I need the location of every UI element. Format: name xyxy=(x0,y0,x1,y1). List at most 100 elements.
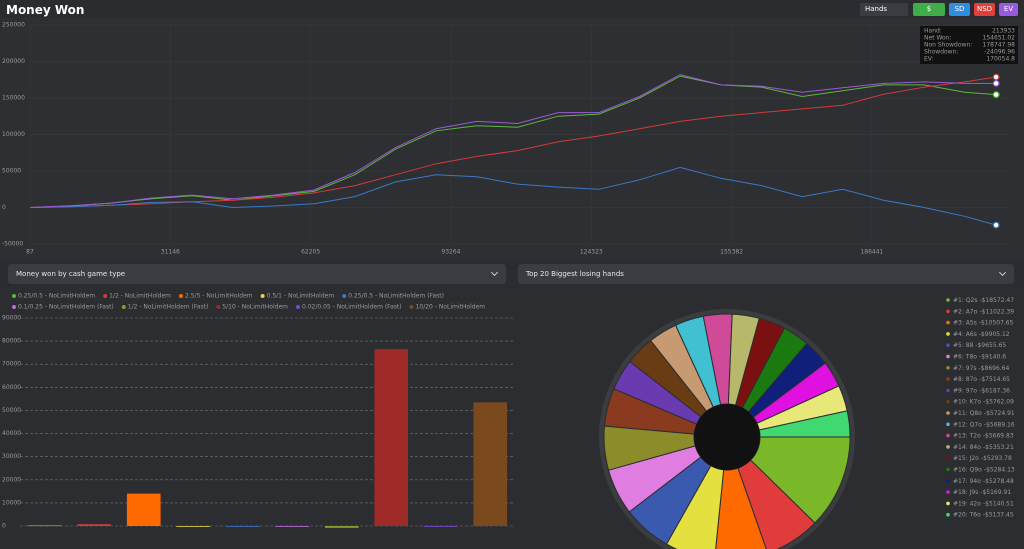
pie-dropdown[interactable]: Top 20 Biggest losing hands xyxy=(518,264,1014,284)
legend-value: -$10507.65 xyxy=(979,319,1014,326)
legend-value: -$7514.65 xyxy=(979,376,1010,383)
legend-dot xyxy=(12,294,16,298)
end-marker xyxy=(992,221,1000,229)
series-line xyxy=(29,74,997,208)
tooltip xyxy=(920,26,1018,64)
legend-label: #5: 88 -$9655.65 xyxy=(953,342,1006,349)
legend-label: 0.1/0.25 - NoLimitHoldem (Fast) xyxy=(18,304,114,311)
end-marker xyxy=(992,79,1000,87)
bar xyxy=(473,402,508,526)
legend-category: #19: 42o xyxy=(953,500,981,507)
legend-dot xyxy=(946,354,950,359)
tooltip-label: Net Won: xyxy=(924,35,952,42)
legend-category: #8: 87o xyxy=(953,376,977,383)
tooltip-value: 213933 xyxy=(992,28,1015,35)
bar xyxy=(275,526,310,527)
page-title: Money Won xyxy=(6,3,85,17)
legend-value: -$9655.65 xyxy=(975,342,1006,349)
legend-label: #4: A6s -$9905.12 xyxy=(953,330,1010,337)
currency-select[interactable]: $ xyxy=(913,3,945,16)
legend-label: 2.5/5 - NoLimitHoldem xyxy=(185,293,253,300)
tooltip-value: 178747.98 xyxy=(983,42,1016,49)
legend-dot xyxy=(946,490,950,494)
legend-dot xyxy=(946,467,950,472)
legend-value: -$5293.78 xyxy=(981,455,1012,462)
legend-label: #9: 97o -$6187.36 xyxy=(953,387,1010,394)
legend-label: #3: A5s -$10507.65 xyxy=(953,319,1014,326)
legend-value: -$5169.91 xyxy=(980,489,1011,496)
legend-value: -$5284.13 xyxy=(984,466,1015,473)
legend-category: #16: Q9o xyxy=(953,466,982,473)
bar xyxy=(423,526,458,527)
legend-label: 0.25/0.5 - NoLimitHoldem xyxy=(18,293,95,300)
legend-dot xyxy=(946,388,950,393)
y-tick-label: 50000 xyxy=(2,407,21,414)
legend-dot xyxy=(295,305,300,309)
legend-value: -$5762.09 xyxy=(983,398,1014,405)
legend-value: -$8696.64 xyxy=(979,364,1010,371)
legend-dot xyxy=(12,305,16,309)
series-line xyxy=(29,166,997,226)
tooltip-label: Hand: xyxy=(924,28,942,35)
legend-dot xyxy=(216,305,221,309)
legend-value: -$9905.12 xyxy=(979,330,1010,337)
legend-category: #17: 94o xyxy=(953,477,981,484)
legend-dot xyxy=(946,433,950,438)
legend-dot xyxy=(946,411,950,415)
y-tick-label: -50000 xyxy=(2,241,23,248)
legend-label: #1: Q2s -$18572.47 xyxy=(953,297,1014,304)
x-tick-label: 62205 xyxy=(301,249,320,256)
legend-dot xyxy=(946,309,950,314)
legend-dot xyxy=(946,501,950,506)
hands-select[interactable]: Hands xyxy=(860,3,908,16)
sd-button[interactable]: SD xyxy=(949,3,970,16)
legend-value: -$6187.36 xyxy=(979,387,1010,394)
legend-category: #4: A6s xyxy=(953,330,977,337)
legend-dot xyxy=(946,298,950,302)
tooltip-value: -24096.96 xyxy=(984,49,1015,56)
y-tick-label: 60000 xyxy=(2,384,21,391)
legend-value: -$9140.6 xyxy=(979,353,1006,360)
legend-dot xyxy=(946,377,950,381)
legend-category: #15: J2o xyxy=(953,455,979,462)
legend-label: #15: J2o -$5293.78 xyxy=(953,455,1012,462)
y-tick-label: 0 xyxy=(2,204,6,211)
y-tick-label: 100000 xyxy=(2,131,25,138)
legend-category: #1: Q2s xyxy=(953,297,977,304)
legend-label: 0.25/0.5 - NoLimitHoldem (Fast) xyxy=(348,293,444,300)
bar xyxy=(225,526,260,527)
bar xyxy=(27,525,62,527)
y-tick-label: 150000 xyxy=(2,95,25,102)
legend-dot xyxy=(121,305,126,309)
legend-label: #10: K7o -$5762.09 xyxy=(953,398,1014,405)
legend-label: 5/10 - NoLimitHoldem xyxy=(222,304,288,311)
y-tick-label: 10000 xyxy=(2,499,21,506)
bar-dropdown[interactable]: Money won by cash game type xyxy=(8,264,506,284)
line-panel xyxy=(0,18,1024,260)
legend-dot xyxy=(342,294,347,298)
legend-category: #9: 97o xyxy=(953,387,977,394)
legend-label: 1/2 - NoLimitHoldem xyxy=(109,293,171,300)
y-tick-label: 20000 xyxy=(2,476,21,483)
end-marker xyxy=(992,91,1000,99)
bar xyxy=(176,526,211,527)
legend-value: -$18572.47 xyxy=(979,297,1014,304)
tooltip-label: EV: xyxy=(924,56,933,63)
legend-value: -$5353.21 xyxy=(983,443,1014,450)
y-tick-label: 90000 xyxy=(2,315,21,322)
y-tick-label: 0 xyxy=(2,523,6,530)
legend-category: #11: Q8o xyxy=(953,410,982,417)
legend-value: -$5140.51 xyxy=(983,500,1014,507)
legend-dot xyxy=(260,294,265,298)
legend-label: #17: 94o -$5278.48 xyxy=(953,477,1014,484)
legend-category: #13: T2o xyxy=(953,432,981,439)
y-tick-label: 250000 xyxy=(2,22,25,29)
ev-button[interactable]: EV xyxy=(999,3,1018,16)
legend-value: -$5669.83 xyxy=(983,432,1014,439)
nsd-button[interactable]: NSD xyxy=(974,3,995,16)
tooltip-value: 170054.8 xyxy=(986,56,1015,63)
legend-dot xyxy=(946,422,950,427)
legend-dot xyxy=(946,320,950,325)
